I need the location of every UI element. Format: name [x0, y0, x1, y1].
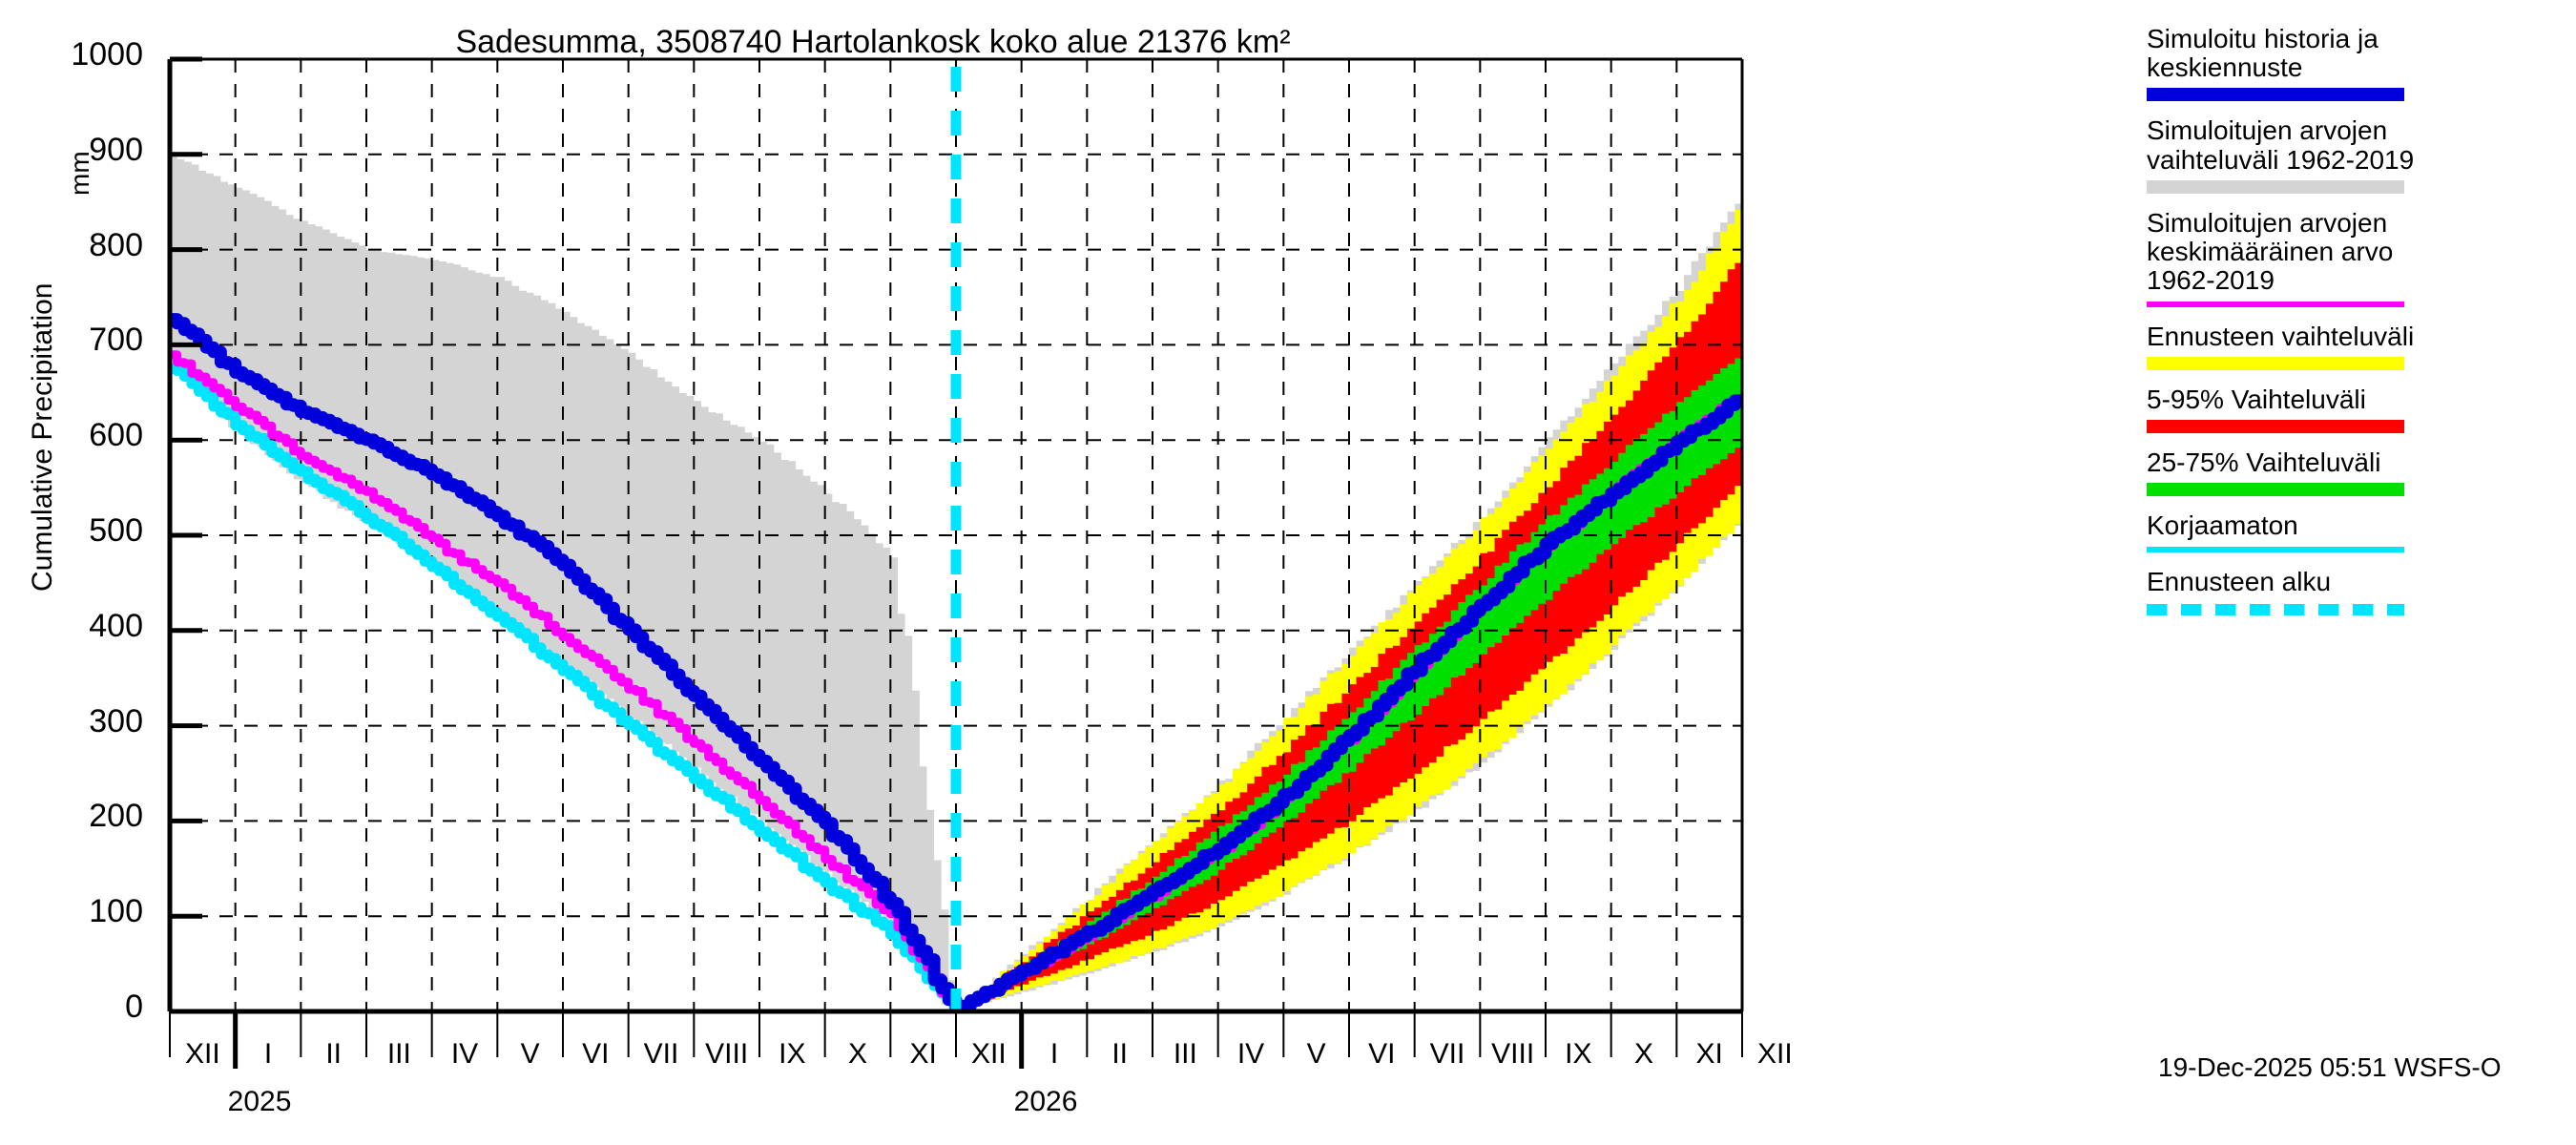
x-tick-label: IX — [1565, 1038, 1592, 1070]
chart-legend: Simuloitu historia ja keskiennuste Simulo… — [2147, 24, 2576, 631]
legend-label-forecast-start: Ennusteen alku — [2147, 566, 2332, 596]
x-tick-label: XII — [184, 1038, 220, 1070]
x-tick-label: IV — [1236, 1038, 1265, 1070]
page-title: Sadesumma, 3508740 Hartolankosk koko alu… — [455, 24, 1291, 60]
x-tick-label: VI — [1368, 1038, 1396, 1070]
legend-label-range-25-75: 25-75% Vaihteluväli — [2147, 448, 2381, 478]
x-tick-label: VIII — [1491, 1038, 1535, 1070]
legend-label-simulated-range: Simuloitujen arvojen vaihteluväli 1962-2… — [2147, 115, 2415, 175]
x-tick-label: XI — [1695, 1038, 1723, 1070]
legend-label-simulated-mean: Simuloitujen arvojen keskimääräinen arvo… — [2147, 207, 2394, 296]
x-tick-label: V — [1306, 1038, 1326, 1070]
x-tick-label: X — [1633, 1038, 1653, 1070]
legend-swatch-forecast-range — [2147, 356, 2404, 370]
legend-swatch-simulated-mean — [2147, 301, 2404, 307]
line-uncorrected — [170, 363, 954, 1003]
x-tick-label: II — [325, 1038, 342, 1070]
x-tick-label: IX — [779, 1038, 806, 1070]
x-tick-label: VII — [1429, 1038, 1465, 1070]
legend-label-range-5-95: 5-95% Vaihteluväli — [2147, 384, 2366, 414]
y-tick-label: 0 — [125, 989, 143, 1025]
legend-swatch-uncorrected — [2147, 546, 2404, 552]
x-tick-label: XII — [970, 1038, 1007, 1070]
y-tick-label: 800 — [89, 226, 143, 263]
x-axis-year-label: 2026 — [1013, 1086, 1078, 1117]
y-tick-label: 400 — [89, 607, 143, 644]
x-tick-label: I — [263, 1038, 273, 1070]
y-tick-label: 600 — [89, 417, 143, 454]
y-tick-label: 700 — [89, 322, 143, 359]
legend-label-simulated-history: Simuloitu historia ja keskiennuste — [2147, 24, 2379, 83]
plot-content — [170, 59, 1742, 1011]
y-tick-label: 1000 — [71, 36, 143, 73]
x-tick-label: III — [386, 1038, 411, 1070]
x-tick-label: XII — [1756, 1038, 1793, 1070]
x-tick-label: XI — [909, 1038, 937, 1070]
legend-swatch-simulated-range — [2147, 179, 2404, 194]
y-tick-label: 300 — [89, 702, 143, 739]
x-axis-year-label: 2025 — [227, 1086, 292, 1117]
x-tick-label: VII — [643, 1038, 679, 1070]
x-tick-label: X — [847, 1038, 867, 1070]
x-tick-label: VI — [582, 1038, 610, 1070]
legend-swatch-range-25-75 — [2147, 483, 2404, 497]
legend-label-forecast-range: Ennusteen vaihteluväli — [2147, 321, 2415, 351]
y-tick-label: 500 — [89, 512, 143, 549]
legend-swatch-forecast-start — [2147, 603, 2404, 615]
x-tick-label: V — [520, 1038, 540, 1070]
legend-label-uncorrected: Korjaamaton — [2147, 510, 2298, 541]
line-simulated-history — [170, 313, 1742, 1011]
y-tick-label: 900 — [89, 131, 143, 168]
x-tick-label: II — [1111, 1038, 1128, 1070]
x-tick-label: VIII — [705, 1038, 749, 1070]
legend-swatch-range-5-95 — [2147, 420, 2404, 434]
x-tick-label: I — [1049, 1038, 1059, 1070]
x-tick-label: IV — [450, 1038, 479, 1070]
x-tick-label: III — [1173, 1038, 1197, 1070]
legend-swatch-simulated-history — [2147, 88, 2404, 102]
y-tick-label: 100 — [89, 893, 143, 930]
y-tick-label: 200 — [89, 798, 143, 835]
timestamp: 19-Dec-2025 05:51 WSFS-O — [2158, 1052, 2502, 1082]
